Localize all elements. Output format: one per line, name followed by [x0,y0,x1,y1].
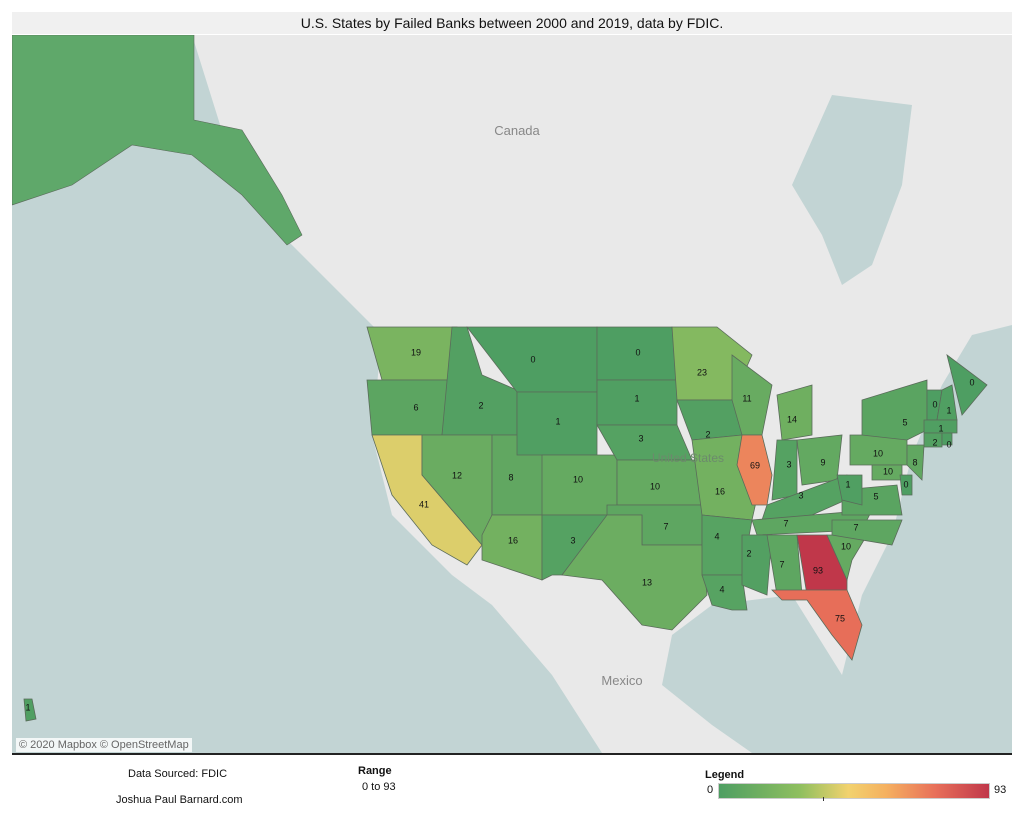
choropleth-map[interactable]: 19 6 41 2 12 8 16 0 1 10 3 0 1 3 10 7 13 23 2 16 4 4 11 69 14 3 9 3… [11,34,1012,755]
state-value-label: 1 [845,479,850,489]
state-value-label: 1 [25,702,30,712]
state-value-label: 14 [787,414,797,424]
state-value-label: 10 [650,481,660,491]
state-region[interactable] [946,354,988,416]
data-source: Data Sourced: FDIC [128,768,228,780]
state-value-label: 10 [841,541,851,551]
place-label-mexico: Mexico [601,673,642,688]
state-value-label: 0 [635,347,640,357]
place-label-united-states: United States [652,451,724,465]
state-value-label: 12 [452,470,462,480]
state-region[interactable] [796,534,848,596]
state-value-label: 3 [570,535,575,545]
state-value-label: 7 [783,518,788,528]
state-value-label: 7 [663,521,668,531]
state-value-label: 10 [883,466,893,476]
state-value-label: 4 [719,584,724,594]
state-value-label: 0 [946,439,951,449]
legend-max: 93 [994,784,1007,796]
legend-tick [823,797,824,801]
state-value-label: 3 [798,490,803,500]
state-value-label: 41 [419,499,429,509]
state-value-label: 0 [969,377,974,387]
state-value-label: 1 [946,405,951,415]
state-value-label: 1 [634,393,639,403]
alaska [11,34,303,246]
state-region[interactable] [923,432,943,448]
state-value-label: 0 [530,354,535,364]
legend-color-ramp [718,783,990,799]
state-value-label: 69 [750,460,760,470]
state-value-label: 2 [746,548,751,558]
place-label-canada: Canada [494,123,540,138]
state-value-label: 2 [705,429,710,439]
legend-title: Legend [705,769,745,781]
state-value-label: 4 [714,531,719,541]
state-value-label: 8 [508,472,513,482]
state-value-label: 16 [508,535,518,545]
state-value-label: 7 [779,559,784,569]
state-region[interactable] [561,514,708,631]
state-value-label: 5 [902,417,907,427]
state-value-label: 6 [413,402,418,412]
state-value-label: 75 [835,613,845,623]
state-value-label: 2 [478,400,483,410]
state-value-label: 7 [853,522,858,532]
author-credit: Joshua Paul Barnard.com [116,794,243,806]
legend-min: 0 [707,784,714,796]
state-value-label: 10 [873,448,883,458]
map-attribution[interactable]: © 2020 Mapbox © OpenStreetMap [16,738,192,752]
state-value-label: 5 [873,491,878,501]
state-value-label: 16 [715,486,725,496]
state-value-label: 0 [903,479,908,489]
state-region[interactable] [906,444,925,481]
state-value-label: 3 [638,433,643,443]
state-value-label: 2 [932,437,937,447]
state-region[interactable] [836,474,863,506]
range-title: Range [358,765,392,777]
state-value-label: 23 [697,367,707,377]
state-value-label: 10 [573,474,583,484]
state-value-label: 1 [555,416,560,426]
state-region[interactable] [941,432,953,446]
state-value-label: 9 [820,457,825,467]
state-region[interactable] [861,379,928,441]
state-value-label: 93 [813,565,823,575]
state-region[interactable] [741,534,773,596]
state-region[interactable] [23,698,37,722]
state-value-label: 1 [938,423,943,433]
state-region[interactable] [923,419,958,434]
hudson-bay [792,95,912,285]
map-title: U.S. States by Failed Banks between 2000… [12,12,1012,34]
state-region[interactable] [761,474,858,521]
state-region[interactable] [776,384,813,441]
state-region[interactable] [899,474,913,496]
state-region[interactable] [541,454,618,516]
state-region[interactable] [366,379,453,436]
state-value-label: 3 [786,459,791,469]
state-value-label: 19 [411,347,421,357]
range-value: 0 to 93 [362,781,396,793]
state-region[interactable] [831,519,903,546]
state-region[interactable] [701,574,748,611]
state-value-label: 0 [932,399,937,409]
state-region[interactable] [771,589,863,661]
state-value-label: 11 [742,393,751,403]
state-value-label: 8 [912,457,917,467]
state-value-label: 13 [642,577,652,587]
